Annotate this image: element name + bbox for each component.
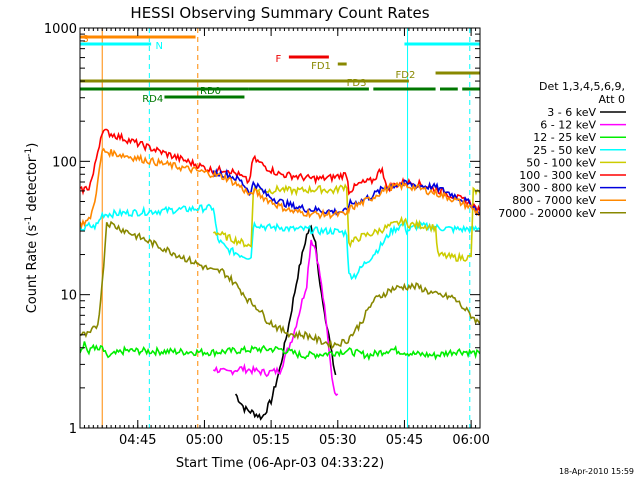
- flag-label-0: S: [82, 34, 88, 45]
- legend-label-4: 50 - 100 keV: [526, 156, 596, 169]
- x-tick-label-4: 05:45: [386, 433, 423, 448]
- legend-label-5: 100 - 300 keV: [519, 169, 596, 182]
- legend-title-line1: Det 1,3,4,5,6,9,: [539, 80, 625, 93]
- legend-label-7: 800 - 7000 keV: [512, 194, 596, 207]
- legend-label-0: 3 - 6 keV: [547, 106, 596, 119]
- series-group: [80, 128, 480, 421]
- footer-timestamp: 18-Apr-2010 15:59: [559, 467, 634, 476]
- flag-bars: S N F FD1 FD2 FD3 RD0 RD4: [80, 34, 480, 105]
- flag-label-4: FD1: [311, 61, 331, 72]
- series-line-2: [80, 341, 480, 362]
- x-axis-label: Start Time (06-Apr-03 04:33:22): [176, 456, 384, 471]
- flag-label-12: RD4: [142, 94, 163, 105]
- legend-label-2: 12 - 25 keV: [533, 131, 596, 144]
- series-line-7: [80, 147, 480, 230]
- series-line-6: [212, 168, 480, 216]
- flag-label-1: N: [156, 41, 163, 52]
- series-line-1: [212, 239, 339, 397]
- series-line-0: [234, 224, 337, 421]
- x-tick-label-3: 05:30: [319, 433, 356, 448]
- legend-label-6: 300 - 800 keV: [519, 182, 596, 195]
- series-line-3: [80, 203, 480, 281]
- series-line-8: [80, 220, 480, 350]
- legend-label-8: 7000 - 20000 keV: [498, 207, 596, 220]
- legend-title-line2: Att 0: [599, 93, 625, 106]
- y-tick-label-3: 1000: [44, 22, 77, 37]
- flag-label-6: FD3: [347, 78, 367, 89]
- flag-label-7: RD0: [200, 86, 221, 97]
- x-tick-label-1: 05:00: [186, 433, 223, 448]
- x-tick-label-2: 05:15: [252, 433, 289, 448]
- x-tick-label-5: 06:00: [452, 433, 489, 448]
- series-line-4: [212, 183, 480, 262]
- flag-label-5: FD2: [396, 70, 416, 81]
- y-axis-label: Count Rate (s-1 detector-1): [24, 143, 40, 314]
- axes: 04:45 05:00 05:15 05:30 05:45 06:00 1 10 100 1000: [44, 22, 490, 448]
- y-tick-label-2: 100: [52, 155, 77, 170]
- vertical-markers: [101, 28, 471, 428]
- flag-label-3: F: [276, 54, 282, 65]
- y-tick-label-1: 10: [60, 289, 77, 304]
- legend-label-3: 25 - 50 keV: [533, 144, 596, 157]
- legend-label-1: 6 - 12 keV: [540, 119, 596, 132]
- y-tick-label-0: 1: [69, 422, 77, 437]
- chart-title: HESSI Observing Summary Count Rates: [130, 4, 429, 22]
- x-tick-label-0: 04:45: [119, 433, 156, 448]
